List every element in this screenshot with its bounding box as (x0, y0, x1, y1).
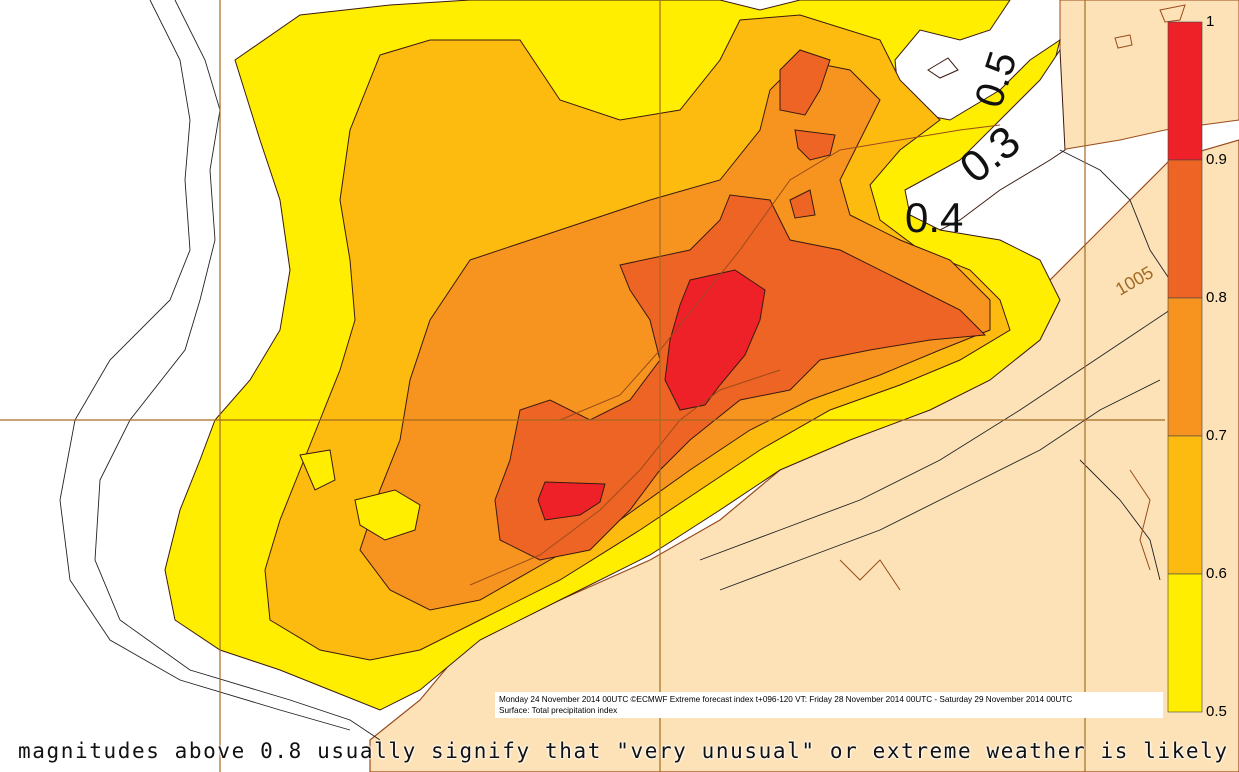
legend-label-0-8: 0.8 (1206, 289, 1227, 306)
efi-band-0-9-core (664, 269, 766, 411)
yellow-hole-west (354, 489, 421, 541)
efi-band-0-8-small (789, 189, 816, 219)
legend-label-1: 1 (1206, 13, 1215, 30)
yellow-hole-west2 (299, 449, 336, 491)
island-top-right (1159, 4, 1186, 23)
legend-band-0-7 (1167, 297, 1203, 437)
legend-label-0-9: 0.9 (1206, 151, 1227, 168)
legend-label-0-6: 0.6 (1206, 565, 1227, 582)
legend-band-0-9 (1167, 21, 1203, 161)
legend-band-0-6 (1167, 435, 1203, 575)
efi-band-0-8-north (779, 49, 831, 116)
legend-band-0-5 (1167, 573, 1203, 713)
legend-colorbar (1167, 21, 1203, 713)
legend-label-0-7: 0.7 (1206, 427, 1227, 444)
legend-label-0-5: 0.5 (1206, 703, 1227, 720)
contour-label-0-4: 0.4 (905, 194, 963, 241)
efi-band-0-9-south (537, 481, 606, 521)
caption: magnitudes above 0.8 usually signify tha… (18, 739, 1229, 763)
graticule (0, 0, 1165, 772)
low-index-area (904, 48, 1066, 231)
map-title: Monday 24 November 2014 00UTC ©ECMWF Ext… (499, 695, 1073, 704)
coastlines (469, 124, 1151, 591)
low-index-hole (927, 57, 959, 79)
island-right (1114, 34, 1133, 49)
efi-band-0-8-north2 (794, 129, 836, 161)
map-subtitle: Surface: Total precipitation index (499, 706, 618, 715)
map-info-box: Monday 24 November 2014 00UTC ©ECMWF Ext… (495, 692, 1163, 718)
legend-band-0-8 (1167, 159, 1203, 299)
